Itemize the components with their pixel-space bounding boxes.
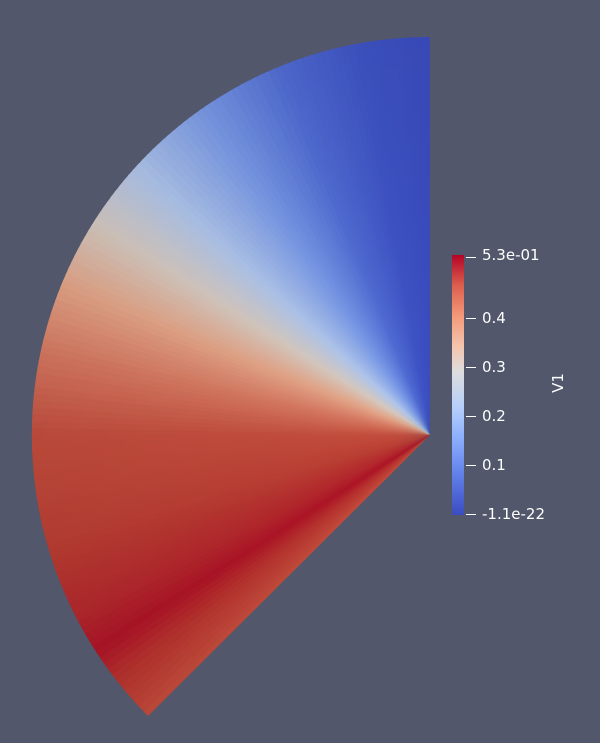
legend-tick-min <box>466 514 476 515</box>
legend-label-0-4: 0.4 <box>482 309 506 327</box>
legend-tick-0-2 <box>466 416 476 417</box>
legend-label-max: 5.3e-01 <box>482 246 540 264</box>
legend-label-0-1: 0.1 <box>482 456 506 474</box>
legend-tick-max <box>466 257 476 258</box>
legend-tick-0-4 <box>466 318 476 319</box>
sector-shading <box>31 36 430 716</box>
legend-label-min: -1.1e-22 <box>482 505 545 523</box>
color-legend-bar <box>452 255 464 515</box>
legend-label-0-2: 0.2 <box>482 407 506 425</box>
legend-tick-0-1 <box>466 465 476 466</box>
legend-tick-0-3 <box>466 367 476 368</box>
legend-label-0-3: 0.3 <box>482 358 506 376</box>
legend-title: V1 <box>549 373 567 393</box>
